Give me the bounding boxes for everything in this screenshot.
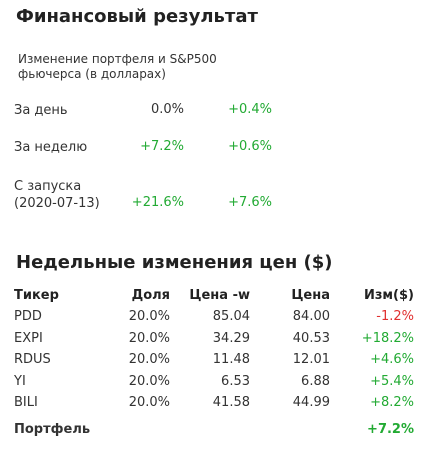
- table-header-row: Тикер Доля Цена -w Цена Изм($): [14, 284, 414, 306]
- price-cell: 40.53: [292, 330, 330, 346]
- perf-portfolio-value: +7.2%: [140, 139, 184, 154]
- price-week-ago-cell: 34.29: [212, 330, 250, 346]
- table-row: YI 20.0% 6.53 6.88 +5.4%: [14, 371, 414, 393]
- price-cell: 44.99: [292, 395, 330, 411]
- table-row: RDUS 20.0% 11.48 12.01 +4.6%: [14, 349, 414, 371]
- table-row: EXPI 20.0% 34.29 40.53 +18.2%: [14, 328, 414, 350]
- change-cell: -1.2%: [376, 309, 414, 325]
- share-cell: 20.0%: [128, 395, 170, 411]
- weekly-changes-title: Недельные изменения цен ($): [16, 252, 333, 273]
- header-price-week-ago: Цена -w: [189, 287, 250, 303]
- perf-row-week: За неделю +7.2% +0.6%: [14, 139, 284, 173]
- price-cell: 84.00: [292, 309, 330, 325]
- price-week-ago-cell: 6.53: [221, 373, 250, 389]
- perf-sp500-value: +7.6%: [228, 195, 272, 210]
- ticker-cell: PDD: [14, 309, 42, 325]
- ticker-cell: RDUS: [14, 352, 51, 368]
- perf-sp500-value: +0.6%: [228, 139, 272, 154]
- ticker-cell: EXPI: [14, 330, 43, 346]
- change-cell: +8.2%: [370, 395, 414, 411]
- perf-label: За день: [14, 103, 68, 118]
- perf-portfolio-value: 0.0%: [150, 102, 184, 117]
- share-cell: 20.0%: [128, 309, 170, 325]
- table-row: PDD 20.0% 85.04 84.00 -1.2%: [14, 306, 414, 328]
- header-price: Цена: [291, 287, 330, 303]
- perf-label: С запуска (2020-07-13): [14, 179, 100, 211]
- header-share: Доля: [131, 287, 170, 303]
- change-cell: +4.6%: [370, 352, 414, 368]
- portfolio-total-change: +7.2%: [367, 422, 414, 437]
- perf-row-since-launch: С запуска (2020-07-13) +21.6% +7.6%: [14, 178, 284, 212]
- share-cell: 20.0%: [128, 373, 170, 389]
- perf-sp500-value: +0.4%: [228, 102, 272, 117]
- weekly-changes-table: Тикер Доля Цена -w Цена Изм($) PDD 20.0%…: [14, 284, 414, 442]
- perf-portfolio-value: +21.6%: [131, 195, 184, 210]
- change-cell: +18.2%: [361, 330, 414, 346]
- ticker-cell: BILI: [14, 395, 38, 411]
- share-cell: 20.0%: [128, 330, 170, 346]
- change-cell: +5.4%: [370, 373, 414, 389]
- ticker-cell: YI: [14, 373, 26, 389]
- price-cell: 6.88: [301, 373, 330, 389]
- price-week-ago-cell: 41.58: [212, 395, 250, 411]
- price-week-ago-cell: 11.48: [212, 352, 250, 368]
- portfolio-total-row: Портфель +7.2%: [14, 414, 414, 442]
- financial-result-subtitle: Изменение портфеля и S&P500 фьючерса (в …: [18, 52, 217, 81]
- table-row: BILI 20.0% 41.58 44.99 +8.2%: [14, 392, 414, 414]
- header-change: Изм($): [364, 287, 414, 303]
- share-cell: 20.0%: [128, 352, 170, 368]
- price-week-ago-cell: 85.04: [212, 309, 250, 325]
- perf-label: За неделю: [14, 140, 88, 155]
- header-ticker: Тикер: [14, 287, 59, 303]
- portfolio-total-label: Портфель: [14, 422, 91, 437]
- financial-result-title: Финансовый результат: [16, 6, 258, 27]
- perf-row-day: За день 0.0% +0.4%: [14, 102, 284, 136]
- price-cell: 12.01: [292, 352, 330, 368]
